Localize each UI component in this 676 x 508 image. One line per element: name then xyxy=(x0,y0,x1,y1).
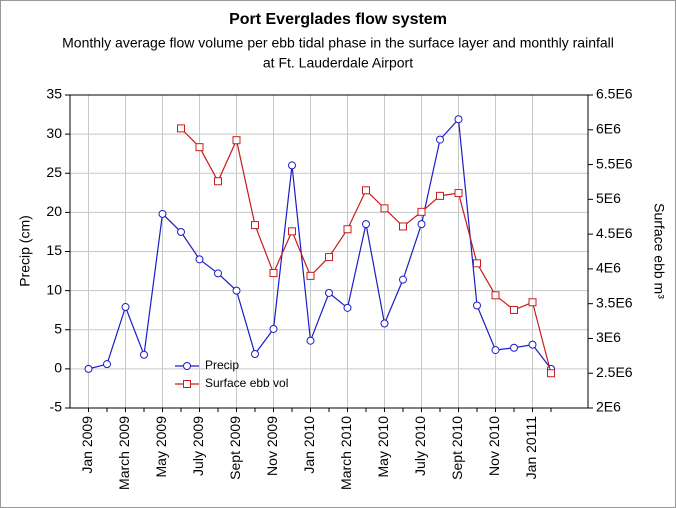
y-tick-label: 15 xyxy=(46,242,62,258)
point xyxy=(380,319,389,328)
y2-tick-label: 6.5E6 xyxy=(596,86,633,102)
x-tick-label: March 2009 xyxy=(116,416,132,490)
x-tick-label: Jan 20111 xyxy=(523,416,539,480)
point xyxy=(380,204,389,213)
y2-tick-label: 2E6 xyxy=(596,399,621,415)
y2-tick-label: 4E6 xyxy=(596,260,621,276)
point xyxy=(288,161,296,170)
point xyxy=(103,360,111,369)
point xyxy=(528,340,537,349)
point xyxy=(232,286,241,295)
point xyxy=(343,225,352,234)
chart-title: Port Everglades flow system xyxy=(229,11,447,28)
point xyxy=(177,124,185,133)
x-tick-label: Sept 2010 xyxy=(449,416,465,480)
point xyxy=(473,301,481,310)
point xyxy=(362,186,370,195)
point xyxy=(214,177,222,186)
x-tick-label: May 2010 xyxy=(375,416,391,478)
chart-subtitle: Monthly average flow volume per ebb tida… xyxy=(62,35,614,51)
point xyxy=(510,305,518,314)
point xyxy=(195,143,204,152)
point xyxy=(251,350,259,359)
point xyxy=(417,220,426,229)
x-tick-label: Jan 2010 xyxy=(301,416,317,474)
y-tick-label: -5 xyxy=(50,399,63,415)
y2-axis-label: Surface ebb m³ xyxy=(651,203,667,299)
y2-tick-label: 4.5E6 xyxy=(596,225,633,241)
y-tick-label: 30 xyxy=(46,125,62,141)
point xyxy=(251,221,259,230)
point xyxy=(362,220,370,229)
point xyxy=(510,343,518,352)
point xyxy=(454,189,463,198)
point xyxy=(491,291,500,300)
point xyxy=(140,350,148,359)
point xyxy=(325,253,333,262)
point xyxy=(436,135,444,144)
y-tick-label: 10 xyxy=(46,281,62,297)
point xyxy=(177,227,185,236)
x-tick-label: Nov 2010 xyxy=(486,416,502,476)
chart-subtitle: at Ft. Lauderdale Airport xyxy=(263,55,413,71)
series-line xyxy=(88,117,552,370)
point xyxy=(232,136,241,145)
point xyxy=(84,364,93,373)
point xyxy=(325,288,333,297)
x-tick-label: May 2009 xyxy=(153,416,169,478)
x-tick-label: Jan 2009 xyxy=(79,416,95,474)
y2-tick-label: 3E6 xyxy=(596,329,621,345)
y2-tick-label: 6E6 xyxy=(596,120,621,136)
point xyxy=(306,271,315,280)
y2-tick-label: 5.5E6 xyxy=(596,155,633,171)
point xyxy=(269,324,278,333)
point xyxy=(436,191,444,200)
point xyxy=(547,369,555,378)
legend-label: Surface ebb vol xyxy=(205,376,288,390)
point xyxy=(399,275,407,284)
y-axis-label: Precip (cm) xyxy=(17,215,33,287)
point xyxy=(195,255,204,264)
y-tick-label: 5 xyxy=(54,320,62,336)
y-tick-label: 20 xyxy=(46,203,62,219)
point xyxy=(183,362,191,370)
y2-tick-label: 5E6 xyxy=(596,190,621,206)
point xyxy=(183,380,191,388)
x-tick-label: Sept 2009 xyxy=(227,416,243,480)
legend-label: Precip xyxy=(205,358,239,372)
x-tick-label: March 2010 xyxy=(338,416,354,490)
x-tick-label: July 2009 xyxy=(190,416,206,476)
y-tick-label: 0 xyxy=(54,360,62,376)
x-tick-label: July 2010 xyxy=(412,416,428,476)
point xyxy=(158,209,167,218)
point xyxy=(343,303,352,312)
point xyxy=(306,336,315,345)
point xyxy=(214,269,222,278)
plot-frame xyxy=(69,94,589,409)
point xyxy=(454,115,463,124)
point xyxy=(399,222,407,231)
x-tick-label: Nov 2009 xyxy=(264,416,280,476)
y2-tick-label: 3.5E6 xyxy=(596,294,633,310)
y-tick-label: 25 xyxy=(46,164,62,180)
point xyxy=(417,207,426,216)
y-tick-label: 35 xyxy=(46,86,62,102)
point xyxy=(528,298,537,307)
point xyxy=(288,227,296,236)
point xyxy=(491,346,500,355)
point xyxy=(269,269,278,278)
point xyxy=(121,303,130,312)
y2-tick-label: 2.5E6 xyxy=(596,364,633,380)
point xyxy=(473,259,481,268)
